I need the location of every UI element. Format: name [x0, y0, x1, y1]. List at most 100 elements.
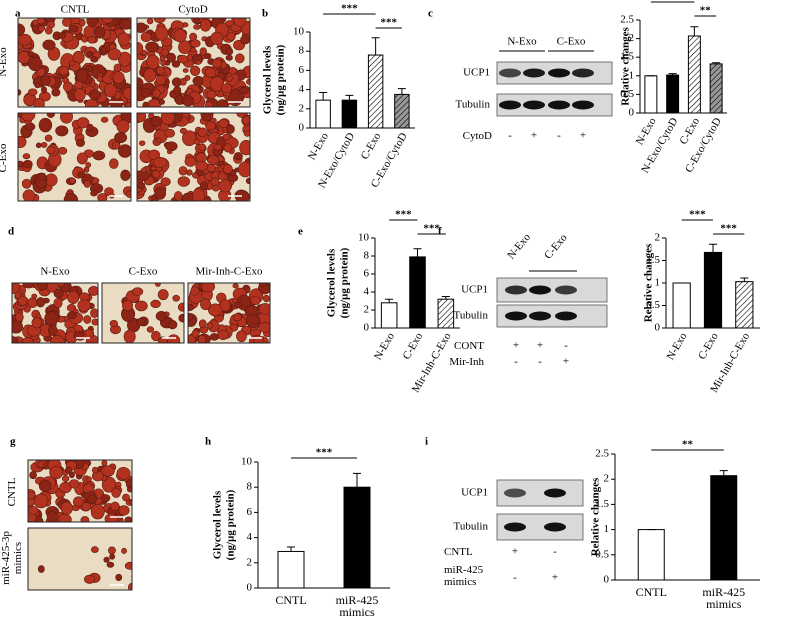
lipid-droplet: [172, 294, 180, 302]
lipid-droplet: [12, 283, 20, 294]
error-bar: [371, 37, 380, 56]
lipid-droplet: [125, 190, 131, 198]
lipid-droplet: [158, 98, 165, 105]
lipid-droplet: [122, 493, 130, 502]
lipid-droplet: [197, 127, 208, 138]
error-bar: [441, 296, 450, 300]
y-tick-label: 2: [655, 232, 661, 244]
lipid-droplet: [152, 169, 161, 179]
lipid-droplet: [150, 115, 163, 127]
lipid-droplet: [223, 143, 233, 153]
blot-band: [544, 488, 566, 498]
lipid-droplet: [184, 156, 197, 167]
lipid-droplet: [206, 90, 217, 99]
lipid-droplet: [61, 475, 70, 482]
lipid-droplet: [193, 138, 201, 145]
lipid-droplet: [84, 574, 96, 584]
y-axis-label: Relative changes: [620, 27, 632, 106]
y-tick-label: 1: [604, 523, 610, 535]
lipid-droplet: [77, 171, 86, 178]
lipid-droplet: [177, 176, 190, 187]
lipid-droplet: [80, 516, 90, 522]
y-tick-label: 6: [247, 506, 253, 518]
row-label: C-Exo: [0, 143, 9, 173]
error-bar: [345, 94, 354, 101]
condition-label: Mir-Inh: [449, 356, 484, 368]
lipid-droplet: [173, 191, 183, 201]
x-tick-label: CNTL: [635, 585, 667, 599]
micrograph-border: [101, 282, 185, 344]
lipid-droplet: [12, 320, 23, 334]
lipid-droplet: [239, 140, 250, 156]
lipid-droplet: [235, 190, 250, 201]
lipid-droplet: [76, 69, 89, 83]
lipid-droplet: [160, 113, 175, 125]
lipid-droplet: [40, 86, 48, 94]
micrograph-border: [187, 282, 271, 344]
lipid-droplet: [200, 283, 215, 293]
panel-label: d: [8, 226, 14, 238]
column-label: C-Exo: [129, 266, 158, 278]
y-tick-label: 0.5: [646, 299, 660, 311]
lipid-droplet: [154, 25, 169, 41]
lipid-droplet: [190, 39, 201, 48]
lipid-droplet: [29, 471, 37, 480]
lipid-droplet: [229, 88, 244, 104]
error-bar: [712, 62, 721, 64]
lipid-droplet: [213, 143, 223, 151]
lipid-droplet: [249, 295, 261, 306]
y-tick-label: 0: [247, 582, 253, 594]
lipid-droplet: [109, 320, 118, 328]
row-label: CNTL: [6, 477, 18, 507]
blot-row-label: Tubulin: [456, 99, 491, 111]
error-bar: [413, 248, 422, 257]
lipid-droplet: [167, 334, 181, 343]
lipid-droplet: [140, 88, 152, 98]
lipid-droplet: [90, 308, 98, 318]
lipid-droplet: [37, 172, 47, 181]
lipid-droplet: [37, 565, 45, 573]
blot-band: [555, 285, 577, 295]
blot-row-label: UCP1: [461, 487, 488, 499]
condition-sign: +: [563, 356, 569, 368]
lipid-droplet: [233, 301, 243, 308]
x-tick-label: C-Exo: [401, 330, 426, 361]
condition-sign: -: [514, 356, 518, 368]
lipid-droplet: [110, 25, 116, 31]
lipid-droplet: [90, 190, 98, 197]
blot-band: [529, 285, 551, 295]
condition-sign: -: [508, 130, 512, 142]
lipid-droplet: [91, 466, 99, 474]
row-label: miR-425-3p mimics: [0, 531, 24, 585]
lipid-droplet: [137, 182, 146, 189]
micrograph: [18, 113, 131, 201]
lipid-droplet: [21, 178, 32, 189]
y-tick-label: 8: [247, 481, 253, 493]
lane-group-label: N-Exo: [505, 231, 533, 262]
micrograph: [12, 283, 98, 343]
lipid-droplet: [222, 133, 231, 141]
lipid-droplet: [85, 162, 92, 168]
condition-label: miR-425 mimics: [444, 564, 484, 588]
column-label: N-Exo: [40, 266, 70, 278]
lipid-droplet: [58, 65, 69, 76]
y-tick-label: 0: [629, 107, 635, 119]
lane-group-label: C-Exo: [542, 231, 570, 261]
lipid-droplet: [208, 303, 223, 317]
lipid-droplet: [37, 460, 45, 468]
lipid-droplet: [62, 18, 72, 27]
lipid-droplet: [161, 48, 169, 57]
micrograph: [137, 113, 250, 201]
x-tick-label: N-Exo: [664, 330, 689, 362]
x-tick-label: N-Exo: [372, 330, 397, 362]
lipid-droplet: [206, 163, 216, 173]
y-tick-label: 2: [299, 102, 305, 114]
lipid-droplet: [189, 65, 201, 76]
y-axis-label: Glycerol levels: [326, 248, 338, 317]
y-tick-label: 0.5: [595, 548, 609, 560]
lipid-droplet: [193, 75, 204, 87]
condition-label: CNTL: [444, 546, 473, 558]
y-tick-label: 8: [299, 45, 305, 57]
lipid-droplet: [146, 18, 154, 25]
